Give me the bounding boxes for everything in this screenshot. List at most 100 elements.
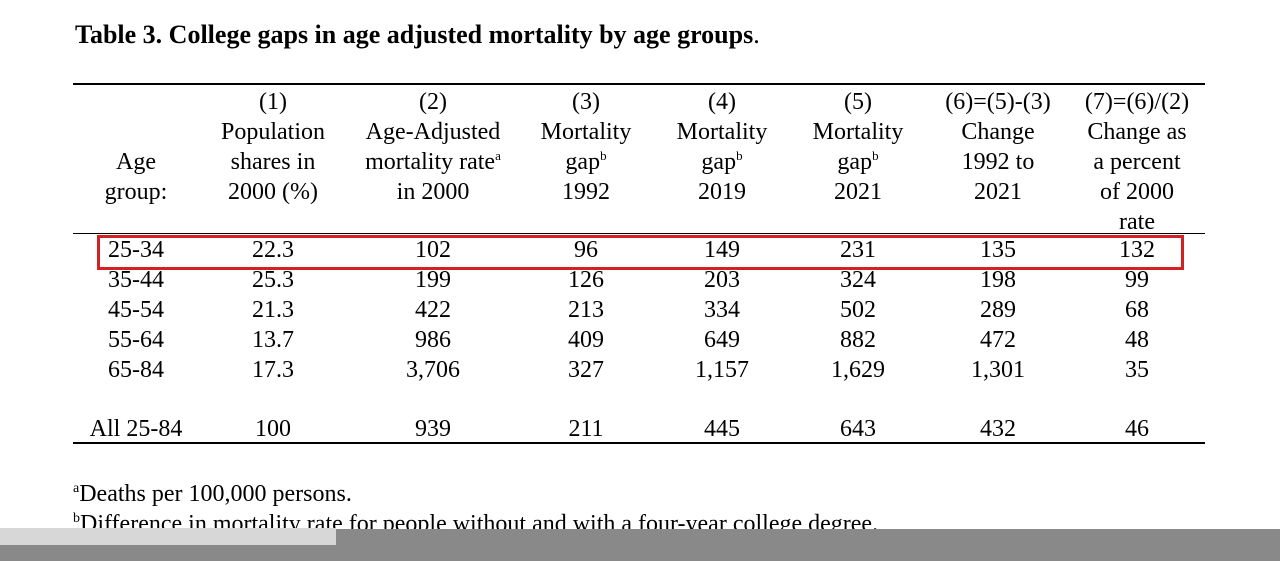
table-cell: 445 xyxy=(704,416,740,442)
table-bottom-rule xyxy=(73,442,1205,444)
column-header-line: shares in xyxy=(203,147,343,177)
table-cell: 231 xyxy=(840,237,876,263)
table-cell: 132 xyxy=(1119,237,1155,263)
row-label: 35-44 xyxy=(108,267,164,293)
footnote-marker: b xyxy=(872,148,879,163)
column-header-text: (7)=(6)/(2) xyxy=(1084,89,1190,115)
column-header-5: (4) Mortality gapb 2019 xyxy=(652,87,792,207)
column-header-line: Mortality xyxy=(652,117,792,147)
table-row: 45-54 21.3 422 213 334 502 289 68 xyxy=(0,295,1280,325)
footnote-marker: a xyxy=(495,148,501,163)
highlighted-row-box xyxy=(97,235,1184,270)
column-header-4: (3) Mortality gapb 1992 xyxy=(516,87,656,207)
column-header-text: a percent xyxy=(1093,149,1181,175)
column-header-line: (7)=(6)/(2) xyxy=(1067,87,1207,117)
column-header-text: Mortality xyxy=(676,119,768,145)
column-header-text: Change as xyxy=(1087,119,1187,145)
table-cell: 939 xyxy=(415,416,451,442)
table-cell: 324 xyxy=(840,267,876,293)
column-header-text: 2021 xyxy=(974,179,1022,205)
column-header-text: Age-Adjusted xyxy=(365,119,501,145)
table-cell: 3,706 xyxy=(406,357,460,383)
column-header-line: (3) xyxy=(516,87,656,117)
column-header-text: (3) xyxy=(572,89,600,115)
column-header-text: shares in xyxy=(230,149,316,175)
table-cell: 96 xyxy=(574,237,598,263)
column-header-line: a percent xyxy=(1067,147,1207,177)
column-header-line: (1) xyxy=(203,87,343,117)
column-header-text: gap xyxy=(837,149,873,175)
table-cell: 422 xyxy=(415,297,451,323)
column-header-line: 2000 (%) xyxy=(203,177,343,207)
column-header-text: gap xyxy=(565,149,601,175)
table-cell: 986 xyxy=(415,327,451,353)
table-cell: 99 xyxy=(1125,267,1149,293)
table-row: 35-44 25.3 199 126 203 324 198 99 xyxy=(0,265,1280,295)
column-header-text: (1) xyxy=(259,89,287,115)
table-top-rule xyxy=(73,83,1205,85)
table-row: 25-34 22.3 102 96 149 231 135 132 xyxy=(0,235,1280,265)
column-header-text: (2) xyxy=(419,89,447,115)
column-header-text: 2021 xyxy=(834,179,882,205)
column-header-line xyxy=(66,117,206,147)
column-header-text: 2000 (%) xyxy=(228,179,318,205)
table-cell: 126 xyxy=(568,267,604,293)
column-header-line: 2021 xyxy=(928,177,1068,207)
table-row: 55-64 13.7 986 409 649 882 472 48 xyxy=(0,325,1280,355)
viewer-bottom-bar xyxy=(0,528,1280,561)
table-cell: 289 xyxy=(980,297,1016,323)
table-row-total: All 25-84 100 939 211 445 643 432 46 xyxy=(0,414,1280,444)
column-header-2: (1) Population shares in 2000 (%) xyxy=(203,87,343,207)
column-header-line: group: xyxy=(66,177,206,207)
footnote-a: aDeaths per 100,000 persons. xyxy=(73,479,352,509)
column-header-line: Population xyxy=(203,117,343,147)
table-cell: 213 xyxy=(568,297,604,323)
footnote-a-mark: a xyxy=(73,481,80,496)
column-header-6: (5) Mortality gapb 2021 xyxy=(788,87,928,207)
table-cell: 643 xyxy=(840,416,876,442)
column-header-text: Mortality xyxy=(540,119,632,145)
table-cell: 22.3 xyxy=(252,237,294,263)
column-header-line: (6)=(5)-(3) xyxy=(928,87,1068,117)
row-label: 25-34 xyxy=(108,237,164,263)
table-cell: 882 xyxy=(840,327,876,353)
table-cell: 48 xyxy=(1125,327,1149,353)
table-cell: 100 xyxy=(255,416,291,442)
table-cell: 334 xyxy=(704,297,740,323)
column-header-text: of 2000 xyxy=(1100,179,1174,205)
column-header-line: mortality ratea xyxy=(363,147,503,177)
column-header-line: 2021 xyxy=(788,177,928,207)
row-label: 65-84 xyxy=(108,357,164,383)
column-header-text: Population xyxy=(220,119,325,145)
column-header-line: gapb xyxy=(516,147,656,177)
column-header-line: rate xyxy=(1067,207,1207,237)
table-cell: 199 xyxy=(415,267,451,293)
table-cell: 409 xyxy=(568,327,604,353)
column-header-line: (4) xyxy=(652,87,792,117)
footnote-marker: b xyxy=(736,148,743,163)
table-cell: 68 xyxy=(1125,297,1149,323)
column-header-text: Mortality xyxy=(812,119,904,145)
table-cell: 203 xyxy=(704,267,740,293)
table-title: Table 3. College gaps in age adjusted mo… xyxy=(75,20,760,50)
table-cell: 1,629 xyxy=(831,357,885,383)
row-label: All 25-84 xyxy=(89,416,183,442)
table-cell: 472 xyxy=(980,327,1016,353)
column-header-text: (5) xyxy=(844,89,872,115)
table-title-tail: . xyxy=(753,20,760,49)
column-header-line: (5) xyxy=(788,87,928,117)
column-header-line: Mortality xyxy=(516,117,656,147)
column-header-line: (2) xyxy=(363,87,503,117)
table-cell: 432 xyxy=(980,416,1016,442)
column-header-line: Age-Adjusted xyxy=(363,117,503,147)
column-header-line: Mortality xyxy=(788,117,928,147)
column-header-line xyxy=(66,87,206,117)
table-cell: 135 xyxy=(980,237,1016,263)
column-header-line: Change xyxy=(928,117,1068,147)
table-cell: 198 xyxy=(980,267,1016,293)
column-header-line: Age xyxy=(66,147,206,177)
table-cell: 327 xyxy=(568,357,604,383)
table-row: 65-84 17.3 3,706 327 1,157 1,629 1,301 35 xyxy=(0,355,1280,385)
column-header-8: (7)=(6)/(2) Change as a percent of 2000 rate xyxy=(1067,87,1207,237)
column-header-text: Age xyxy=(116,149,156,175)
